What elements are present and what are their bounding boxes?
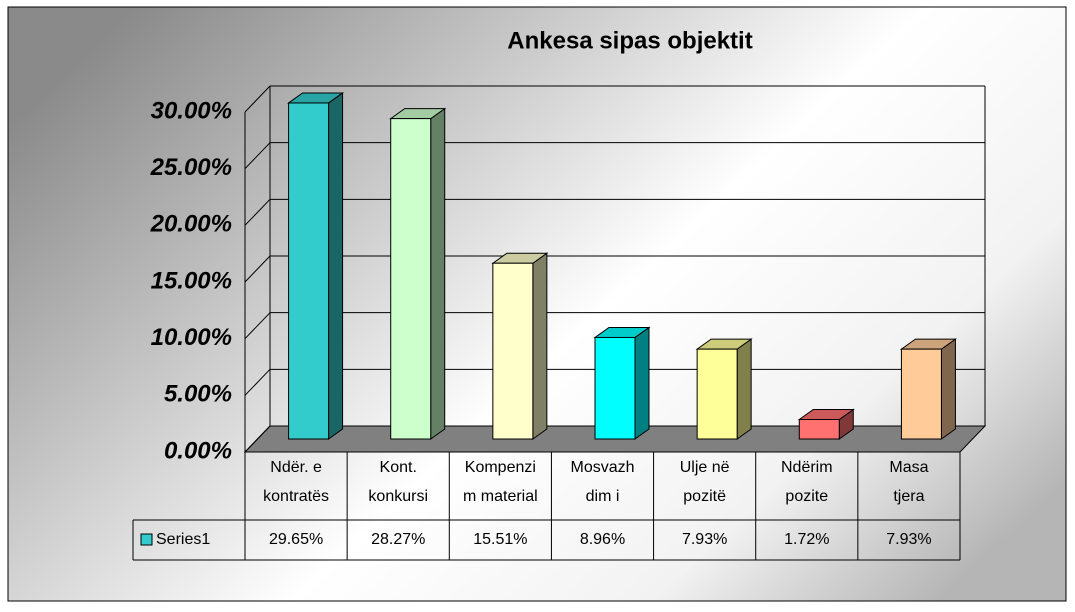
bar [899,338,957,440]
x-tick-label: Ndërim [781,459,833,476]
x-tick-label: m material [463,488,538,505]
bar [491,252,549,440]
grid-line [244,198,271,226]
bar-front [696,348,738,440]
grid-line [244,85,271,113]
value-label: 8.96% [580,531,625,548]
bar [389,107,447,440]
bar-front [798,419,840,440]
x-tick-label: kontratës [263,488,329,505]
x-tick-label: Ndër. e [270,459,322,476]
x-tick-label: pozite [785,488,828,505]
bar-front [900,348,942,440]
y-tick-label: 25.00% [150,154,232,181]
bar-front [390,118,432,440]
bar [695,338,753,440]
value-label: 28.27% [371,531,425,548]
chart-title: Ankesa sipas objektit [507,27,752,54]
y-tick-label: 0.00% [164,437,232,464]
x-tick-label: tjera [893,488,924,505]
legend-label: Series1 [156,531,210,548]
value-label: 1.72% [784,531,829,548]
value-label: 7.93% [886,531,931,548]
grid-line [244,142,271,170]
y-tick-label: 20.00% [150,211,232,238]
x-tick-label: Kont. [380,459,417,476]
bar-side [430,107,446,440]
x-tick-label: Kompenzi [465,459,536,476]
value-label: 7.93% [682,531,727,548]
bar-front [594,336,636,440]
bar-side [328,91,344,440]
grid-line [244,425,271,453]
x-tick-label: Mosvazh [570,459,634,476]
y-tick-label: 15.00% [151,267,232,294]
grid-line [244,368,271,396]
bar [593,326,651,440]
grid-line [244,312,271,340]
y-tick-label: 10.00% [151,324,232,351]
x-tick-label: Masa [889,459,928,476]
x-tick-label: konkursi [368,488,428,505]
bar-side [532,252,548,440]
bar-side [940,338,956,440]
bar [797,408,855,440]
x-tick-label: dim i [586,488,620,505]
legend-swatch [140,533,153,546]
x-tick-label: pozitë [683,488,726,505]
bar-side [736,338,752,440]
x-tick-label: Ulje në [680,459,730,476]
value-label: 15.51% [473,531,527,548]
y-tick-label: 30.00% [151,97,232,124]
value-label: 29.65% [269,531,323,548]
bar-front [288,102,330,440]
bar-front [492,262,534,440]
y-tick-label: 5.00% [164,381,232,408]
grid-line [244,255,271,283]
bar [287,91,345,440]
bar-side [634,326,650,440]
